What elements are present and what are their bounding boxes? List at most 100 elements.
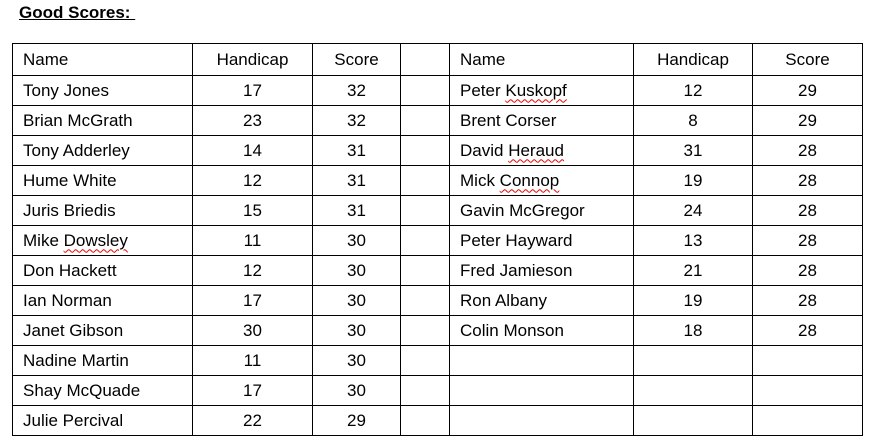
handicap-cell[interactable]: 15 xyxy=(192,195,313,226)
spellcheck-underline[interactable]: Kuskopf xyxy=(505,80,567,100)
spacer-cell[interactable] xyxy=(400,75,450,106)
name-cell[interactable]: Peter Kuskopf xyxy=(449,75,634,106)
handicap-cell[interactable]: 17 xyxy=(192,285,313,316)
spacer-cell[interactable] xyxy=(400,315,450,346)
name-cell[interactable]: Colin Monson xyxy=(449,315,634,346)
player-name: Nadine Martin xyxy=(23,350,129,370)
handicap-cell[interactable]: 12 xyxy=(192,165,313,196)
player-name: Mike Dowsley xyxy=(23,230,128,250)
column-header[interactable]: Score xyxy=(752,43,863,76)
score-cell[interactable]: 32 xyxy=(312,75,401,106)
name-cell[interactable]: Brian McGrath xyxy=(12,105,193,136)
name-cell[interactable]: Julie Percival xyxy=(12,405,193,436)
name-cell[interactable]: Ian Norman xyxy=(12,285,193,316)
empty-cell[interactable] xyxy=(633,345,753,376)
score-cell[interactable]: 28 xyxy=(752,195,863,226)
score-cell[interactable]: 31 xyxy=(312,135,401,166)
column-header[interactable]: Name xyxy=(12,43,193,76)
spacer-cell[interactable] xyxy=(400,345,450,376)
spacer-cell[interactable] xyxy=(400,105,450,136)
empty-cell[interactable] xyxy=(752,375,863,406)
handicap-cell[interactable]: 24 xyxy=(633,195,753,226)
score-cell[interactable]: 29 xyxy=(752,105,863,136)
column-header[interactable]: Handicap xyxy=(192,43,313,76)
spacer-cell[interactable] xyxy=(400,225,450,256)
handicap-cell[interactable]: 13 xyxy=(633,225,753,256)
score-cell[interactable]: 28 xyxy=(752,255,863,286)
score-cell[interactable]: 28 xyxy=(752,165,863,196)
handicap-cell[interactable]: 12 xyxy=(633,75,753,106)
name-cell[interactable]: Juris Briedis xyxy=(12,195,193,226)
spacer-cell[interactable] xyxy=(400,135,450,166)
empty-cell[interactable] xyxy=(752,345,863,376)
score-cell[interactable]: 29 xyxy=(312,405,401,436)
name-cell[interactable]: Mick Connop xyxy=(449,165,634,196)
spellcheck-underline[interactable]: Heraud xyxy=(508,140,564,160)
handicap-cell[interactable]: 11 xyxy=(192,225,313,256)
score-cell[interactable]: 30 xyxy=(312,225,401,256)
name-cell[interactable]: Tony Jones xyxy=(12,75,193,106)
column-header[interactable]: Score xyxy=(312,43,401,76)
table-row: Mike Dowsley 11 30 Peter Hayward 13 28 xyxy=(12,225,863,256)
name-cell[interactable]: Fred Jamieson xyxy=(449,255,634,286)
name-cell[interactable]: Brent Corser xyxy=(449,105,634,136)
empty-cell[interactable] xyxy=(633,375,753,406)
empty-cell[interactable] xyxy=(752,405,863,436)
empty-cell[interactable] xyxy=(633,405,753,436)
spellcheck-underline[interactable]: Dowsley xyxy=(63,230,128,250)
name-cell[interactable]: Ron Albany xyxy=(449,285,634,316)
score-cell[interactable]: 28 xyxy=(752,225,863,256)
name-cell[interactable]: Mike Dowsley xyxy=(12,225,193,256)
score-cell[interactable]: 28 xyxy=(752,285,863,316)
column-header[interactable]: Handicap xyxy=(633,43,753,76)
handicap-cell[interactable]: 30 xyxy=(192,315,313,346)
empty-cell[interactable] xyxy=(449,345,634,376)
score-cell[interactable]: 29 xyxy=(752,75,863,106)
empty-cell[interactable] xyxy=(449,375,634,406)
spacer-cell[interactable] xyxy=(400,195,450,226)
column-header[interactable]: Name xyxy=(449,43,634,76)
score-cell[interactable]: 28 xyxy=(752,315,863,346)
handicap-cell[interactable]: 12 xyxy=(192,255,313,286)
handicap-cell[interactable]: 17 xyxy=(192,375,313,406)
handicap-cell[interactable]: 19 xyxy=(633,285,753,316)
handicap-cell[interactable]: 8 xyxy=(633,105,753,136)
player-name: Shay McQuade xyxy=(23,380,141,400)
score-cell[interactable]: 28 xyxy=(752,135,863,166)
handicap-cell[interactable]: 17 xyxy=(192,75,313,106)
score-cell[interactable]: 30 xyxy=(312,345,401,376)
score-cell[interactable]: 30 xyxy=(312,375,401,406)
empty-cell[interactable] xyxy=(449,405,634,436)
handicap-cell[interactable]: 21 xyxy=(633,255,753,286)
score-cell[interactable]: 31 xyxy=(312,195,401,226)
name-cell[interactable]: David Heraud xyxy=(449,135,634,166)
score-cell[interactable]: 30 xyxy=(312,285,401,316)
name-cell[interactable]: Nadine Martin xyxy=(12,345,193,376)
table-row: Tony Adderley 14 31 David Heraud 31 28 xyxy=(12,135,863,166)
spacer-cell[interactable] xyxy=(400,405,450,436)
spellcheck-underline[interactable]: Connop xyxy=(499,170,560,190)
handicap-cell[interactable]: 23 xyxy=(192,105,313,136)
handicap-cell[interactable]: 14 xyxy=(192,135,313,166)
spacer-cell[interactable] xyxy=(400,255,450,286)
name-cell[interactable]: Shay McQuade xyxy=(12,375,193,406)
handicap-cell[interactable]: 18 xyxy=(633,315,753,346)
name-cell[interactable]: Hume White xyxy=(12,165,193,196)
score-cell[interactable]: 30 xyxy=(312,315,401,346)
spacer-cell[interactable] xyxy=(400,375,450,406)
handicap-cell[interactable]: 11 xyxy=(192,345,313,376)
name-cell[interactable]: Gavin McGregor xyxy=(449,195,634,226)
score-cell[interactable]: 30 xyxy=(312,255,401,286)
column-header[interactable] xyxy=(400,43,450,76)
spacer-cell[interactable] xyxy=(400,165,450,196)
spacer-cell[interactable] xyxy=(400,285,450,316)
name-cell[interactable]: Don Hackett xyxy=(12,255,193,286)
handicap-cell[interactable]: 19 xyxy=(633,165,753,196)
name-cell[interactable]: Peter Hayward xyxy=(449,225,634,256)
name-cell[interactable]: Janet Gibson xyxy=(12,315,193,346)
score-cell[interactable]: 31 xyxy=(312,165,401,196)
name-cell[interactable]: Tony Adderley xyxy=(12,135,193,166)
handicap-cell[interactable]: 22 xyxy=(192,405,313,436)
handicap-cell[interactable]: 31 xyxy=(633,135,753,166)
score-cell[interactable]: 32 xyxy=(312,105,401,136)
